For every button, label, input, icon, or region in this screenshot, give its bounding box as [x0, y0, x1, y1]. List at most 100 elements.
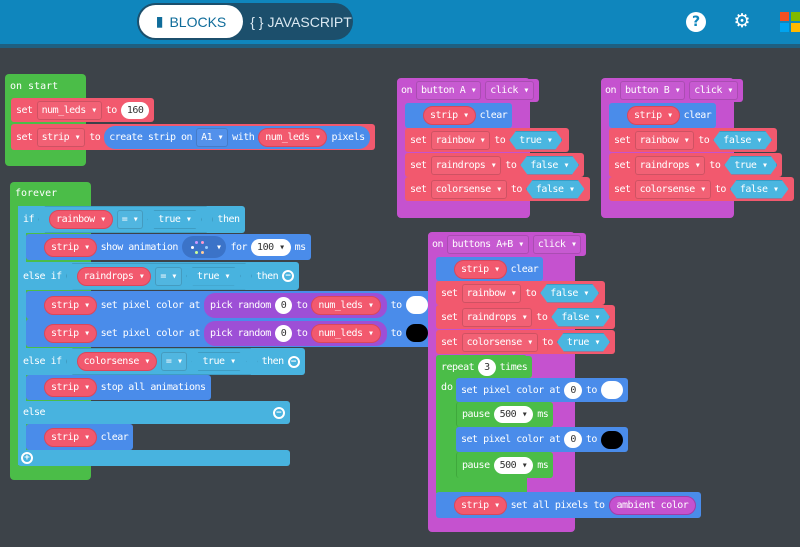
else-if-raindrops-row[interactable]: else if raindrops ▾ = ▾ true ▾ then −: [18, 262, 300, 290]
set-rainbow-block[interactable]: set rainbow ▾ to false ▾: [609, 128, 777, 152]
strip-variable[interactable]: strip ▾: [454, 495, 507, 515]
min-input[interactable]: 0: [274, 296, 293, 314]
operator-dropdown[interactable]: = ▾: [155, 267, 182, 286]
tab-blocks[interactable]: ▮ BLOCKS: [139, 5, 243, 38]
pick-random-block[interactable]: pick random 0 to num_leds ▾: [204, 292, 387, 318]
remove-branch-icon[interactable]: −: [287, 355, 300, 368]
boolean-dropdown[interactable]: true ▾: [147, 210, 202, 229]
strip-clear-block[interactable]: strip ▾ clear: [405, 103, 513, 128]
set-pixel-color-black-block[interactable]: set pixel color at 0 to: [456, 427, 628, 452]
else-row[interactable]: else −: [18, 401, 290, 424]
num-leds-variable[interactable]: num_leds ▾: [258, 127, 328, 147]
strip-variable[interactable]: strip ▾: [454, 259, 507, 279]
set-rainbow-block[interactable]: set rainbow ▾ to true ▾: [405, 128, 569, 152]
set-all-pixels-block[interactable]: strip ▾ set all pixels to ambient color: [436, 492, 702, 518]
set-pixel-color-white-block[interactable]: strip ▾ set pixel color at pick random 0 t…: [26, 291, 433, 319]
strip-clear-block[interactable]: strip ▾ clear: [609, 103, 717, 128]
variable-dropdown[interactable]: num_leds ▾: [36, 100, 102, 120]
button-dropdown[interactable]: button B ▾: [620, 81, 686, 100]
strip-variable[interactable]: strip ▾: [627, 106, 680, 125]
set-num-leds-block[interactable]: set num_leds ▾ to 160: [11, 98, 155, 122]
variable-dropdown[interactable]: rainbow ▾: [430, 130, 491, 150]
strip-variable[interactable]: strip ▾: [44, 237, 97, 257]
pause-block[interactable]: pause 500 ▾ ms: [456, 402, 554, 427]
boolean-dropdown[interactable]: false ▾: [551, 308, 610, 327]
variable-dropdown[interactable]: rainbow ▾: [634, 130, 695, 150]
tab-javascript[interactable]: { } JAVASCRIPT: [250, 13, 352, 30]
operator-dropdown[interactable]: = ▾: [117, 210, 144, 229]
set-pixel-color-white-block[interactable]: set pixel color at 0 to: [456, 378, 628, 402]
set-pixel-color-black-block[interactable]: strip ▾ set pixel color at pick random 0 t…: [26, 319, 433, 347]
event-dropdown[interactable]: click ▾: [689, 81, 738, 100]
variable-dropdown[interactable]: raindrops ▾: [430, 155, 502, 175]
index-input[interactable]: 0: [564, 381, 582, 399]
pause-duration-dropdown[interactable]: 500 ▾: [493, 406, 534, 423]
set-strip-block[interactable]: set strip ▾ to create strip on A1 ▾ with…: [11, 124, 375, 150]
add-branch-icon[interactable]: +: [21, 452, 33, 464]
boolean-dropdown[interactable]: false ▾: [526, 180, 585, 199]
variable-dropdown[interactable]: colorsense ▾: [461, 332, 538, 352]
compare-block[interactable]: colorsense ▾ = ▾ true ▾: [66, 348, 258, 375]
animation-picker[interactable]: ▾: [181, 236, 227, 258]
num-leds-variable[interactable]: num_leds ▾: [311, 295, 381, 315]
if-rainbow-row[interactable]: if rainbow ▾ = ▾ true ▾ then: [18, 206, 245, 233]
color-black-swatch[interactable]: [600, 430, 623, 449]
pin-dropdown[interactable]: A1 ▾: [196, 127, 229, 147]
color-white-swatch[interactable]: [405, 296, 428, 314]
num-leds-variable[interactable]: num_leds ▾: [311, 323, 381, 343]
button-dropdown[interactable]: buttons A+B ▾: [447, 235, 529, 254]
boolean-dropdown[interactable]: false ▾: [713, 131, 772, 150]
create-strip-block[interactable]: create strip on A1 ▾ with num_leds ▾ pix…: [104, 125, 370, 149]
min-input[interactable]: 0: [274, 324, 293, 342]
boolean-dropdown[interactable]: true ▾: [557, 333, 610, 352]
pause-duration-dropdown[interactable]: 500 ▾: [493, 456, 534, 474]
boolean-dropdown[interactable]: false ▾: [540, 284, 599, 303]
strip-variable[interactable]: strip ▾: [44, 323, 97, 343]
set-raindrops-block[interactable]: set raindrops ▾ to false ▾: [405, 153, 584, 177]
color-black-swatch[interactable]: [405, 324, 428, 342]
boolean-dropdown[interactable]: true ▾: [509, 131, 562, 150]
set-colorsense-block[interactable]: set colorsense ▾ to true ▾: [436, 330, 615, 354]
set-colorsense-block[interactable]: set colorsense ▾ to false ▾: [609, 177, 794, 201]
help-icon[interactable]: ?: [686, 12, 706, 32]
variable-dropdown[interactable]: raindrops ▾: [461, 307, 533, 327]
raindrops-variable[interactable]: raindrops ▾: [77, 267, 152, 286]
boolean-dropdown[interactable]: true ▾: [191, 352, 246, 371]
pick-random-block[interactable]: pick random 0 to num_leds ▾: [204, 320, 387, 346]
strip-variable[interactable]: strip ▾: [44, 427, 97, 447]
repeat-count-input[interactable]: 3: [478, 358, 496, 376]
operator-dropdown[interactable]: = ▾: [161, 352, 188, 371]
color-white-swatch[interactable]: [600, 381, 623, 399]
number-input[interactable]: 160: [120, 101, 150, 119]
button-dropdown[interactable]: button A ▾: [416, 81, 482, 100]
remove-branch-icon[interactable]: −: [282, 270, 295, 282]
remove-else-icon[interactable]: −: [273, 406, 285, 419]
boolean-dropdown[interactable]: false ▾: [520, 156, 579, 175]
show-animation-block[interactable]: strip ▾ show animation ▾ for 100 ▾ ms: [26, 234, 311, 260]
set-raindrops-block[interactable]: set raindrops ▾ to false ▾: [436, 305, 615, 329]
event-dropdown[interactable]: click ▾: [485, 81, 534, 100]
boolean-dropdown[interactable]: false ▾: [730, 180, 789, 199]
boolean-dropdown[interactable]: true ▾: [186, 267, 241, 286]
on-button-a-header[interactable]: on button A ▾ click ▾: [397, 79, 539, 102]
strip-variable[interactable]: strip ▾: [44, 378, 97, 397]
strip-variable[interactable]: strip ▾: [44, 295, 97, 315]
ambient-color-block[interactable]: ambient color: [608, 495, 697, 515]
strip-clear-block[interactable]: strip ▾ clear: [26, 424, 134, 450]
variable-dropdown[interactable]: raindrops ▾: [634, 155, 706, 175]
compare-block[interactable]: rainbow ▾ = ▾ true ▾: [38, 206, 213, 233]
pause-block[interactable]: pause 500 ▾ ms: [456, 452, 554, 478]
compare-block[interactable]: raindrops ▾ = ▾ true ▾: [66, 263, 252, 290]
gear-icon[interactable]: ⚙: [733, 10, 751, 32]
on-button-b-header[interactable]: on button B ▾ click ▾: [601, 79, 743, 102]
strip-clear-block[interactable]: strip ▾ clear: [436, 257, 544, 281]
variable-dropdown[interactable]: colorsense ▾: [634, 179, 711, 199]
strip-variable[interactable]: strip ▾: [423, 106, 476, 125]
duration-dropdown[interactable]: 100 ▾: [251, 238, 291, 256]
set-colorsense-block[interactable]: set colorsense ▾ to false ▾: [405, 177, 590, 201]
microsoft-logo[interactable]: [780, 12, 800, 32]
set-rainbow-block[interactable]: set rainbow ▾ to false ▾: [436, 281, 605, 305]
variable-dropdown[interactable]: strip ▾: [36, 127, 86, 147]
set-raindrops-block[interactable]: set raindrops ▾ to true ▾: [609, 153, 783, 177]
variable-dropdown[interactable]: rainbow ▾: [461, 283, 522, 303]
